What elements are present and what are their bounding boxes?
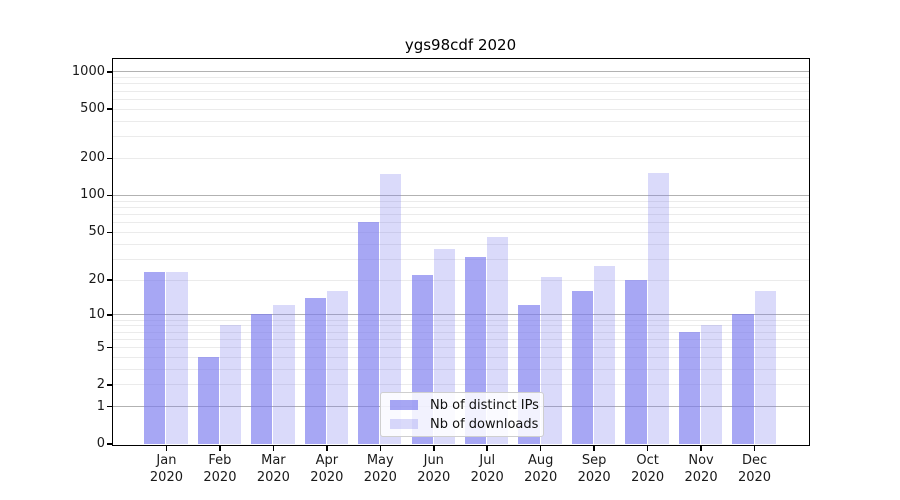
gridline-major bbox=[112, 314, 809, 316]
gridline-minor bbox=[112, 90, 809, 92]
x-tick-mark bbox=[753, 446, 756, 451]
bar-downloads-nov bbox=[701, 325, 723, 444]
legend-swatch-downloads bbox=[390, 419, 418, 429]
x-tick-label: Aug 2020 bbox=[524, 453, 558, 485]
x-tick-mark bbox=[272, 446, 275, 451]
y-tick-label: 1000 bbox=[71, 63, 105, 79]
bar-downloads-oct bbox=[647, 173, 669, 444]
x-tick-label: Apr 2020 bbox=[310, 453, 344, 485]
y-tick-label: 100 bbox=[80, 187, 105, 203]
gridline-minor bbox=[112, 338, 809, 340]
gridline-minor bbox=[112, 157, 809, 159]
plot-frame bbox=[111, 57, 810, 446]
bar-distinct-ips-apr bbox=[304, 297, 326, 444]
bar-downloads-dec bbox=[754, 290, 776, 444]
y-tick-label: 1 bbox=[96, 398, 105, 414]
bar-downloads-aug bbox=[540, 277, 562, 444]
x-tick-mark bbox=[700, 446, 702, 451]
x-tick-label: Jun 2020 bbox=[417, 453, 451, 485]
legend-label-distinct-ips: Nb of distinct IPs bbox=[430, 397, 539, 413]
x-tick-label: Jul 2020 bbox=[470, 453, 504, 485]
gridline-minor bbox=[112, 319, 809, 321]
x-tick-mark bbox=[219, 446, 221, 451]
gridline-minor bbox=[112, 331, 809, 333]
x-tick-label: Nov 2020 bbox=[684, 453, 718, 485]
gridline-minor bbox=[112, 243, 809, 245]
legend-label-downloads: Nb of downloads bbox=[430, 416, 539, 432]
gridline-major bbox=[112, 194, 809, 196]
gridline-minor bbox=[112, 83, 809, 85]
gridline-minor bbox=[112, 279, 809, 281]
gridline-minor bbox=[112, 347, 809, 348]
bar-distinct-ips-sep bbox=[571, 290, 594, 444]
bar-distinct-ips-oct bbox=[625, 279, 647, 444]
x-tick-mark bbox=[593, 446, 595, 451]
y-tick-label: 5 bbox=[96, 339, 105, 355]
legend: Nb of distinct IPs Nb of downloads bbox=[380, 392, 544, 437]
y-tick-label: 10 bbox=[88, 306, 105, 322]
plot-area bbox=[112, 59, 809, 446]
bar-distinct-ips-may bbox=[358, 222, 380, 444]
gridline-minor bbox=[112, 136, 809, 138]
y-tick-label: 200 bbox=[80, 150, 105, 166]
bar-downloads-mar bbox=[273, 305, 295, 444]
legend-item-downloads: Nb of downloads bbox=[390, 417, 538, 432]
bar-downloads-may bbox=[380, 174, 402, 444]
x-tick-mark bbox=[165, 446, 168, 451]
bar-distinct-ips-feb bbox=[197, 356, 219, 444]
x-tick-label: Dec 2020 bbox=[737, 453, 772, 485]
gridline-minor bbox=[112, 98, 809, 100]
bar-distinct-ips-dec bbox=[732, 314, 754, 444]
x-tick-mark bbox=[379, 446, 382, 451]
x-tick-label: Sep 2020 bbox=[577, 453, 611, 485]
y-tick-label: 50 bbox=[88, 224, 105, 240]
bar-distinct-ips-jan bbox=[144, 272, 166, 444]
gridline-minor bbox=[112, 222, 809, 224]
gridline-minor bbox=[112, 108, 809, 110]
gridline-minor bbox=[112, 231, 809, 233]
gridline-minor bbox=[112, 258, 809, 260]
gridline-minor bbox=[112, 325, 809, 327]
x-tick-label: Feb 2020 bbox=[203, 453, 237, 485]
x-tick-mark bbox=[646, 446, 649, 451]
x-tick-label: Jan 2020 bbox=[149, 453, 183, 485]
gridline-minor bbox=[112, 77, 809, 79]
legend-item-distinct-ips: Nb of distinct IPs bbox=[390, 398, 539, 413]
bar-distinct-ips-mar bbox=[251, 314, 273, 444]
bar-downloads-apr bbox=[326, 290, 349, 444]
gridline-minor bbox=[112, 213, 809, 215]
y-tick-label: 0 bbox=[96, 436, 105, 451]
x-tick-mark bbox=[486, 446, 488, 451]
x-tick-mark bbox=[433, 446, 435, 451]
x-tick-mark bbox=[326, 446, 328, 451]
gridline-minor bbox=[112, 206, 809, 208]
chart-title: ygs98cdf 2020 bbox=[404, 36, 517, 54]
bar-distinct-ips-nov bbox=[678, 331, 701, 444]
x-tick-label: Mar 2020 bbox=[256, 453, 290, 485]
bar-downloads-feb bbox=[219, 325, 242, 444]
gridline-minor bbox=[112, 368, 809, 370]
gridline-minor bbox=[112, 120, 809, 122]
gridline-major bbox=[112, 71, 809, 73]
gridline-minor bbox=[112, 356, 809, 358]
legend-swatch-distinct-ips bbox=[390, 400, 418, 410]
x-tick-label: Oct 2020 bbox=[631, 453, 665, 485]
gridline-minor bbox=[112, 384, 809, 386]
x-tick-label: May 2020 bbox=[363, 453, 397, 485]
y-tick-label: 2 bbox=[96, 376, 105, 392]
y-tick-label: 20 bbox=[88, 272, 105, 288]
y-tick-label: 500 bbox=[80, 101, 105, 117]
x-tick-mark bbox=[539, 446, 542, 451]
bar-downloads-jan bbox=[166, 272, 188, 444]
gridline-minor bbox=[112, 200, 809, 202]
bar-downloads-sep bbox=[594, 266, 616, 444]
